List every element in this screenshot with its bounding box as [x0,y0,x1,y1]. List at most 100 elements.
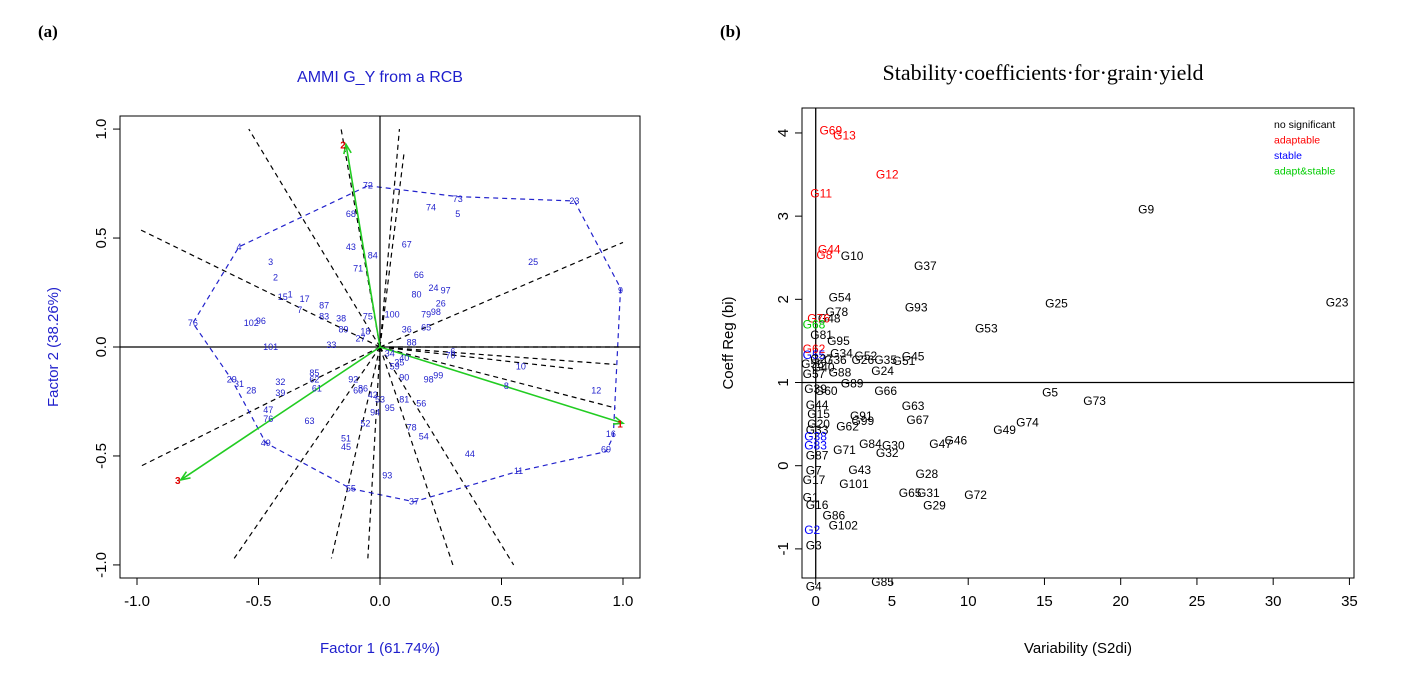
stability-point-label: G56 [801,357,824,371]
biplot-y-ticks: -1.0 -0.5 0.0 0.5 1.0 [93,119,120,578]
genotype-label: 69 [601,444,611,454]
x-tick-label: 30 [1265,593,1282,610]
genotype-label: 55 [346,484,356,494]
genotype-label: 93 [382,471,392,481]
stability-point-label: G4 [806,579,822,593]
genotype-label: 75 [363,311,373,321]
genotype-label: 87 [319,301,329,311]
x-tick-label: 0 [812,593,820,610]
genotype-label: 53 [375,394,385,404]
genotype-label: 52 [360,418,370,428]
genotype-label: 40 [399,353,409,363]
stability-point-label: G86 [822,509,845,523]
stability-point-label: G73 [1083,394,1106,408]
genotype-label: 6 [450,346,455,356]
genotype-label: 26 [436,298,446,308]
sector-ray [379,346,616,366]
stability-point-label: G54 [829,291,852,305]
stability-point-label: G71 [833,443,856,457]
genotype-label: 3 [268,257,273,267]
stability-point-label: G52 [855,349,878,363]
sector-ray [379,241,624,348]
stability-title: Stability·coefficients·for·grain·yield [883,60,1204,85]
stability-point-label: G57 [803,367,826,381]
genotype-label: 12 [591,386,601,396]
genotype-label: 101 [263,342,278,352]
biplot-x-ticks: -1.0 -0.5 0.0 0.5 1.0 [124,578,633,610]
x-tick-label: -0.5 [246,593,272,610]
genotype-label: 85 [309,368,319,378]
stability-point-label: G39 [804,382,827,396]
stability-point-label: G87 [806,449,829,463]
stability-point-label: G99 [851,414,874,428]
genotype-label: 43 [346,242,356,252]
genotype-label: 39 [275,388,285,398]
stability-point-label: G34 [830,346,853,360]
stability-point-label: G66 [874,384,897,398]
legend-entry: adaptable [1274,135,1320,147]
stability-point-label: G8 [816,248,832,262]
genotype-label: 59 [390,362,400,372]
environment-labels: 12 3 [175,140,623,487]
genotype-label: 84 [368,250,378,260]
genotype-label: 65 [421,322,431,332]
stability-x-ticks: 0 5 10 15 20 25 30 35 [812,578,1358,610]
stability-point-label: G3 [806,539,822,553]
genotype-label: 16 [606,429,616,439]
y-tick-label: 1 [775,378,792,386]
y-tick-label: -1 [775,542,792,555]
genotype-label: 63 [305,416,315,426]
stability-point-label: G12 [876,168,899,182]
stability-point-label: G51 [893,354,916,368]
sector-ray [379,129,401,348]
stability-point-label: G17 [803,473,826,487]
biplot-panel: AMMI G_Y from a RCB 72737452368674384437… [45,69,641,657]
stability-point-label: G13 [833,128,856,142]
stability-point-label: G33 [806,423,829,437]
stability-point-label: G76 [807,311,830,325]
genotype-label: 5 [455,209,460,219]
genotype-label: 37 [409,497,419,507]
environment-label: 2 [340,140,346,151]
stability-point-label: G101 [839,477,869,491]
genotype-label: 27 [356,333,366,343]
stability-point-label: G48 [818,311,841,325]
sector-ray [379,150,405,348]
genotype-label: 18 [360,327,370,337]
y-tick-label: 2 [775,295,792,303]
genotype-label: 32 [275,377,285,387]
genotype-label: 9 [618,285,623,295]
panel-a-label: (a) [38,22,58,41]
genotype-label: 56 [416,399,426,409]
genotype-label: 71 [353,264,363,274]
stability-point-label: G69 [819,123,842,137]
genotype-label: 29 [227,375,237,385]
stability-y-ticks: -1 0 1 2 3 4 [775,129,802,556]
stability-point-label: G26 [851,353,874,367]
stability-point-label: G43 [848,463,871,477]
stability-point-label: G30 [882,439,905,453]
stability-point-label: G85 [871,575,894,589]
stability-point-label: G35 [874,353,897,367]
genotype-label: 45 [341,442,351,452]
stability-point-label: G27 [810,352,833,366]
stability-point-label: G55 [803,348,826,362]
genotype-label: 62 [309,375,319,385]
stability-point-label: G2 [804,523,820,537]
genotype-label: 83 [319,311,329,321]
stability-point-label: G23 [1326,296,1349,310]
genotype-label: 25 [528,257,538,267]
genotype-label: 28 [246,386,256,396]
genotype-label: 80 [411,290,421,300]
sector-ray [248,128,381,348]
panel-b-label: (b) [720,22,741,41]
genotype-label: 78 [407,423,417,433]
stability-point-label: G65 [899,486,922,500]
environment-vector [379,346,624,425]
genotype-label: 36 [402,325,412,335]
stability-legend: no significant adaptable stable adapt&stabl… [1274,119,1335,178]
stability-point-label: G74 [1016,415,1039,429]
sector-ray [379,346,454,566]
stability-point-label: G53 [975,321,998,335]
